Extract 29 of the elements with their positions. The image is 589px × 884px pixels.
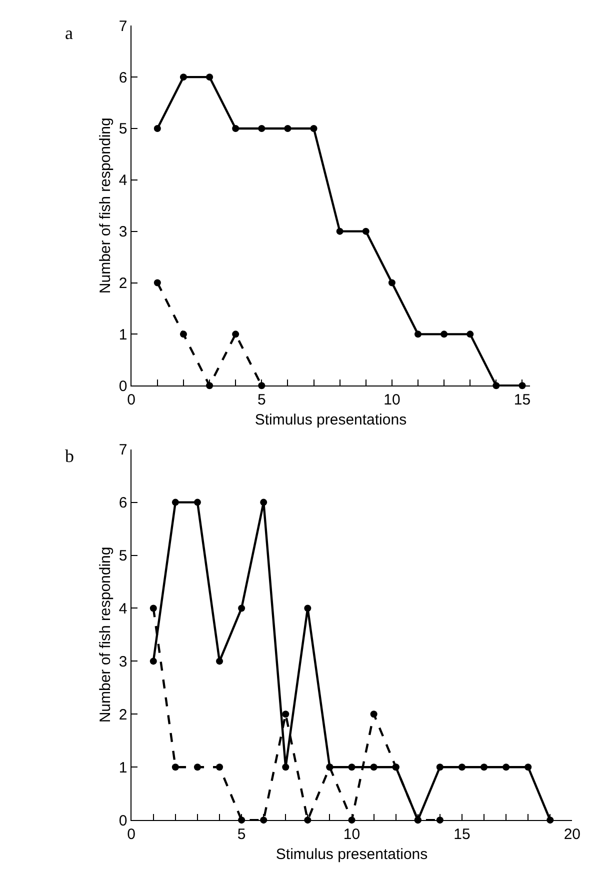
x-tick-label: 15 [454,826,470,844]
y-tick-label: 5 [118,548,128,565]
text: b [65,446,74,466]
y-tick-label: 2 [118,275,128,292]
y-tick-label: 7 [118,18,128,35]
y-tick-label: 7 [118,442,128,459]
y-axis-title: Number of fish responding [97,118,114,294]
y-tick-label: 6 [118,69,128,86]
y-axis-title: Number of fish responding [97,546,114,723]
y-tick-label: 4 [118,600,128,618]
y-tick-label: 5 [118,120,128,138]
x-axis-title: Stimulus presentations [276,846,428,864]
y-tick-label: 4 [118,172,128,190]
y-tick-label: 1 [118,326,128,344]
text: a [65,23,73,43]
x-tick-label: 20 [564,826,581,844]
x-tick-label: 5 [237,826,246,844]
y-tick-label: 3 [118,224,128,241]
y-tick-label: 1 [118,759,128,776]
y-tick-label: 3 [118,653,128,670]
x-tick-label: 5 [257,392,266,409]
y-tick-label: 0 [118,378,128,395]
x-tick-label: 15 [514,392,531,409]
y-tick-label: 2 [118,706,128,724]
y-tick-label: 6 [118,494,128,512]
x-tick-label: 10 [384,392,400,409]
y-tick-label: 0 [118,812,128,830]
x-tick-label: 10 [343,826,360,844]
x-axis-title: Stimulus presentations [254,412,407,429]
